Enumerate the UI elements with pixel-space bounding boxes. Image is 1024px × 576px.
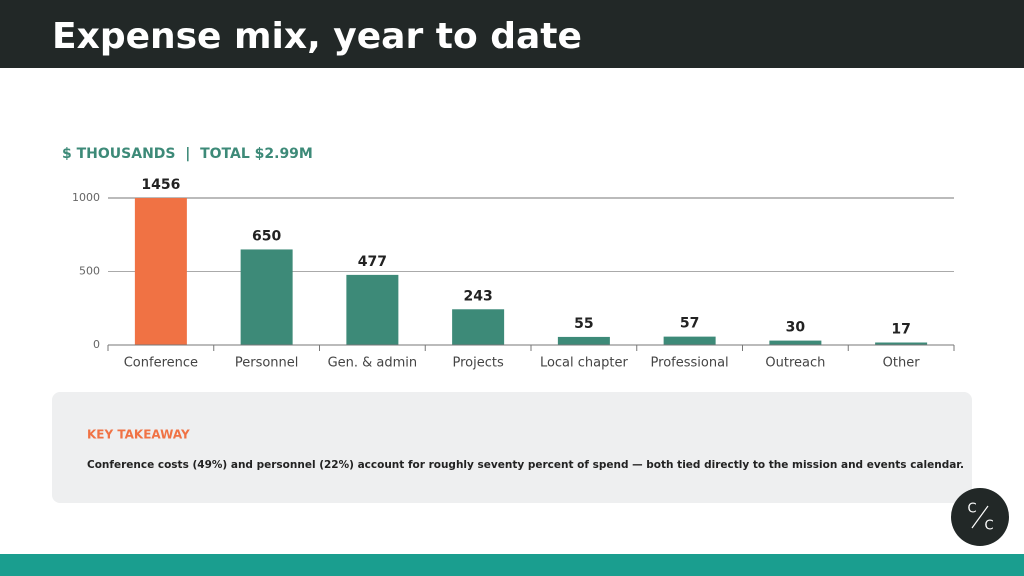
bar xyxy=(134,198,187,345)
value-label: 477 xyxy=(358,254,387,270)
x-tick-label: Projects xyxy=(452,356,503,371)
x-tick-label: Gen. & admin xyxy=(328,356,418,371)
y-tick-label: 1000 xyxy=(72,191,100,204)
takeaway-box xyxy=(52,392,972,503)
y-tick-label: 0 xyxy=(93,338,100,351)
value-label: 30 xyxy=(786,320,806,336)
x-tick-label: Professional xyxy=(651,356,729,371)
x-tick-label: Other xyxy=(883,356,921,371)
x-tick-label: Outreach xyxy=(765,356,825,371)
value-label: 57 xyxy=(680,316,699,332)
chart: 0 500 1000 Conference 1456 Personnel 650 Gen. &… xyxy=(72,177,955,371)
plot-area xyxy=(134,198,928,345)
bar xyxy=(240,249,293,345)
bar xyxy=(346,274,399,345)
logo-letter: C xyxy=(967,502,976,517)
takeaway-text: Conference costs (49%) and personnel (22… xyxy=(87,459,964,471)
bar xyxy=(875,342,928,345)
logo-letter: C xyxy=(984,519,993,534)
footer-bar xyxy=(0,554,1024,576)
value-label: 650 xyxy=(252,228,281,244)
bar xyxy=(452,309,505,345)
bar xyxy=(557,336,610,345)
value-label: 1456 xyxy=(141,177,180,193)
bar xyxy=(663,336,716,345)
x-tick-label: Local chapter xyxy=(540,356,629,371)
logo-slash xyxy=(971,505,989,529)
value-label: 243 xyxy=(464,288,493,304)
bar xyxy=(769,340,822,345)
value-label: 55 xyxy=(574,316,593,332)
y-tick-label: 500 xyxy=(79,265,100,278)
value-label: 17 xyxy=(891,322,910,338)
header-bar xyxy=(0,0,1024,68)
takeaway-heading: KEY TAKEAWAY xyxy=(87,428,190,442)
slide-title: Expense mix, year to date xyxy=(52,16,582,57)
chart-subtitle: $ THOUSANDS | TOTAL $2.99M xyxy=(62,146,313,162)
x-tick-label: Personnel xyxy=(235,356,299,371)
x-tick-label: Conference xyxy=(124,356,198,371)
